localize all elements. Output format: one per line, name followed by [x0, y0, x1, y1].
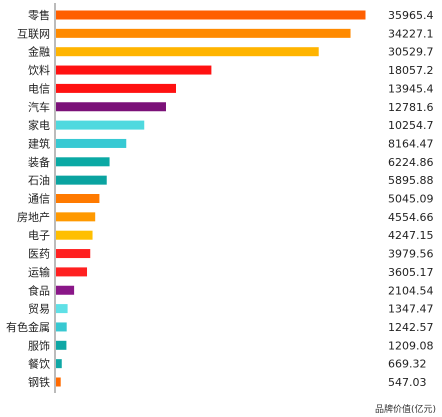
value-label: 2104.54 — [388, 284, 434, 297]
bar — [56, 47, 319, 57]
category-label: 家电 — [28, 118, 50, 132]
value-label: 30529.7 — [388, 46, 434, 59]
category-label: 电信 — [28, 82, 50, 95]
bar — [56, 10, 366, 20]
bar — [56, 138, 127, 148]
category-label: 有色金属 — [6, 320, 50, 334]
bar — [56, 175, 107, 185]
value-label: 13945.4 — [388, 82, 434, 95]
bar — [56, 359, 62, 369]
category-label: 钢铁 — [28, 376, 50, 389]
bar — [56, 65, 212, 75]
category-label: 食品 — [28, 283, 50, 297]
value-label: 10254.7 — [388, 119, 434, 132]
category-label: 建筑 — [28, 136, 50, 150]
value-label: 4247.15 — [388, 229, 434, 242]
category-label: 通信 — [28, 193, 50, 206]
category-label: 汽车 — [28, 100, 50, 114]
category-label: 装备 — [28, 155, 50, 169]
bar — [56, 267, 88, 277]
bar — [56, 28, 351, 38]
value-label: 1347.47 — [388, 303, 434, 316]
bar — [56, 230, 93, 240]
category-label: 互联网 — [17, 27, 50, 40]
bar — [56, 377, 61, 387]
bar — [56, 157, 110, 167]
value-label: 669.32 — [388, 358, 427, 371]
bar — [56, 212, 96, 222]
category-label: 服饰 — [28, 338, 50, 352]
category-label: 贸易 — [28, 303, 50, 316]
value-label: 6224.86 — [388, 156, 434, 169]
value-label: 4554.66 — [388, 211, 434, 224]
value-label: 1242.57 — [388, 321, 434, 334]
bar — [56, 102, 166, 112]
value-label: 12781.6 — [388, 101, 434, 114]
category-label: 金融 — [28, 45, 50, 59]
category-label: 饮料 — [28, 63, 50, 77]
value-label: 34227.1 — [388, 27, 434, 40]
category-label: 餐饮 — [28, 357, 50, 371]
bar — [56, 249, 91, 259]
bar — [56, 304, 68, 314]
bar — [56, 340, 67, 350]
bar — [56, 194, 100, 203]
category-label: 零售 — [28, 8, 50, 22]
bar — [56, 83, 177, 93]
bar — [56, 322, 67, 332]
value-label: 5895.88 — [388, 174, 434, 187]
value-label: 35965.4 — [388, 9, 434, 22]
value-label: 547.03 — [388, 376, 427, 389]
category-label: 医药 — [28, 248, 50, 261]
category-label: 房地产 — [17, 210, 50, 224]
bar — [56, 285, 75, 295]
value-label: 3605.17 — [388, 266, 434, 279]
value-label: 8164.47 — [388, 137, 434, 150]
unit-label: 品牌价值(亿元) — [375, 403, 436, 415]
value-label: 18057.2 — [388, 64, 434, 77]
category-label: 运输 — [28, 265, 50, 279]
value-label: 1209.08 — [388, 339, 434, 352]
bar — [56, 120, 145, 130]
value-label: 5045.09 — [388, 193, 434, 206]
category-label: 电子 — [28, 229, 50, 242]
category-label: 石油 — [28, 173, 50, 187]
value-label: 3979.56 — [388, 248, 434, 261]
